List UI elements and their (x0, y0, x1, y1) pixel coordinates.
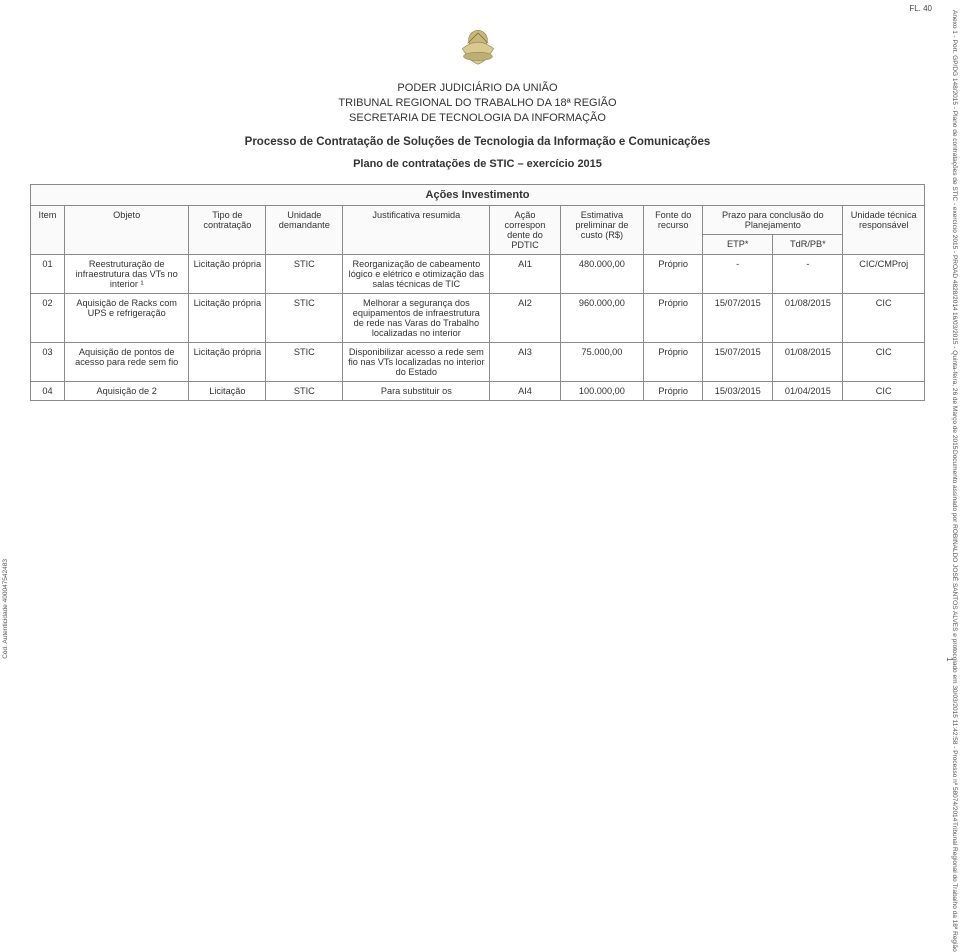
th-estimativa: Estimativa preliminar de custo (R$) (560, 205, 644, 254)
table-row: 01Reestruturação de infraestrutura das V… (31, 254, 925, 293)
side-line-2: 16/03/2015 - Quinta-feira, 26 de Março d… (934, 312, 958, 449)
org-line-1: PODER JUDICIÁRIO DA UNIÃO (30, 81, 925, 96)
th-unidade-dem: Unidade demandante (266, 205, 343, 254)
side-line-4: Tribunal Regional do Trabalho da 18ª Reg… (934, 822, 958, 952)
cell-etp: 15/07/2015 (703, 293, 773, 342)
cell-item: 03 (31, 342, 65, 381)
section-title: Ações Investimento (30, 184, 925, 205)
process-title: Processo de Contratação de Soluções de T… (30, 136, 925, 148)
cell-item: 02 (31, 293, 65, 342)
th-objeto: Objeto (64, 205, 188, 254)
national-emblem-icon (452, 20, 504, 75)
cell-justificativa: Melhorar a segurança dos equipamentos de… (343, 293, 490, 342)
cell-fonte: Próprio (644, 342, 703, 381)
cell-objeto: Reestruturação de infraestrutura das VTs… (64, 254, 188, 293)
cell-resp: CIC (843, 293, 925, 342)
cell-item: 01 (31, 254, 65, 293)
side-line-1: Anexo 1 - Port. GP/DG 148/2015 - Plano d… (934, 10, 958, 311)
org-line-2: TRIBUNAL REGIONAL DO TRABALHO DA 18ª REG… (30, 96, 925, 111)
cell-unidade_dem: STIC (266, 293, 343, 342)
th-fonte: Fonte do recurso (644, 205, 703, 254)
cell-acao: AI1 (490, 254, 560, 293)
side-metadata-left: Cód. Autenticidade 400047542483 (2, 559, 9, 659)
th-resp: Unidade técnica responsável (843, 205, 925, 254)
cell-tipo: Licitação própria (189, 342, 266, 381)
cell-objeto: Aquisição de Racks com UPS e refrigeraçã… (64, 293, 188, 342)
cell-justificativa: Para substituir os (343, 381, 490, 400)
table-row: 03Aquisição de pontos de acesso para red… (31, 342, 925, 381)
cell-estimativa: 960.000,00 (560, 293, 644, 342)
cell-tipo: Licitação (189, 381, 266, 400)
cell-acao: AI3 (490, 342, 560, 381)
cell-tipo: Licitação própria (189, 293, 266, 342)
cell-tdr: 01/08/2015 (773, 342, 843, 381)
cell-acao: AI2 (490, 293, 560, 342)
investment-actions-table: Item Objeto Tipo de contratação Unidade … (30, 205, 925, 401)
th-prazo: Prazo para conclusão do Planejamento (703, 205, 843, 235)
plan-title: Plano de contratações de STIC – exercíci… (30, 158, 925, 170)
cell-item: 04 (31, 381, 65, 400)
cell-etp: 15/03/2015 (703, 381, 773, 400)
cell-unidade_dem: STIC (266, 381, 343, 400)
th-item: Item (31, 205, 65, 254)
document-header: PODER JUDICIÁRIO DA UNIÃO TRIBUNAL REGIO… (30, 20, 925, 170)
cell-estimativa: 100.000,00 (560, 381, 644, 400)
th-acao: Ação correspon dente do PDTIC (490, 205, 560, 254)
cell-tdr: - (773, 254, 843, 293)
cell-fonte: Próprio (644, 254, 703, 293)
page-number: 1 (945, 657, 954, 661)
cell-resp: CIC (843, 342, 925, 381)
cell-etp: - (703, 254, 773, 293)
side-metadata-right: Anexo 1 - Port. GP/DG 148/2015 - Plano d… (934, 10, 958, 650)
org-line-3: SECRETARIA DE TECNOLOGIA DA INFORMAÇÃO (30, 111, 925, 126)
th-tdr: TdR/PB* (773, 235, 843, 254)
cell-resp: CIC/CMProj (843, 254, 925, 293)
cell-etp: 15/07/2015 (703, 342, 773, 381)
cell-unidade_dem: STIC (266, 254, 343, 293)
th-etp: ETP* (703, 235, 773, 254)
cell-estimativa: 480.000,00 (560, 254, 644, 293)
cell-unidade_dem: STIC (266, 342, 343, 381)
table-row: 04Aquisição de 2LicitaçãoSTICPara substi… (31, 381, 925, 400)
page-label: FL. 40 (909, 4, 932, 13)
cell-acao: AI4 (490, 381, 560, 400)
table-row: 02Aquisição de Racks com UPS e refrigera… (31, 293, 925, 342)
cell-resp: CIC (843, 381, 925, 400)
th-tipo: Tipo de contratação (189, 205, 266, 254)
cell-justificativa: Disponibilizar acesso a rede sem fio nas… (343, 342, 490, 381)
cell-fonte: Próprio (644, 293, 703, 342)
cell-objeto: Aquisição de 2 (64, 381, 188, 400)
cell-objeto: Aquisição de pontos de acesso para rede … (64, 342, 188, 381)
cell-fonte: Próprio (644, 381, 703, 400)
cell-tdr: 01/08/2015 (773, 293, 843, 342)
cell-tipo: Licitação própria (189, 254, 266, 293)
main-content: PODER JUDICIÁRIO DA UNIÃO TRIBUNAL REGIO… (30, 20, 925, 401)
cell-justificativa: Reorganização de cabeamento lógico e elé… (343, 254, 490, 293)
cell-tdr: 01/04/2015 (773, 381, 843, 400)
th-justificativa: Justificativa resumida (343, 205, 490, 254)
cell-estimativa: 75.000,00 (560, 342, 644, 381)
side-line-3: Documento assinado por ROBINALDO JOSÉ SA… (934, 450, 958, 821)
